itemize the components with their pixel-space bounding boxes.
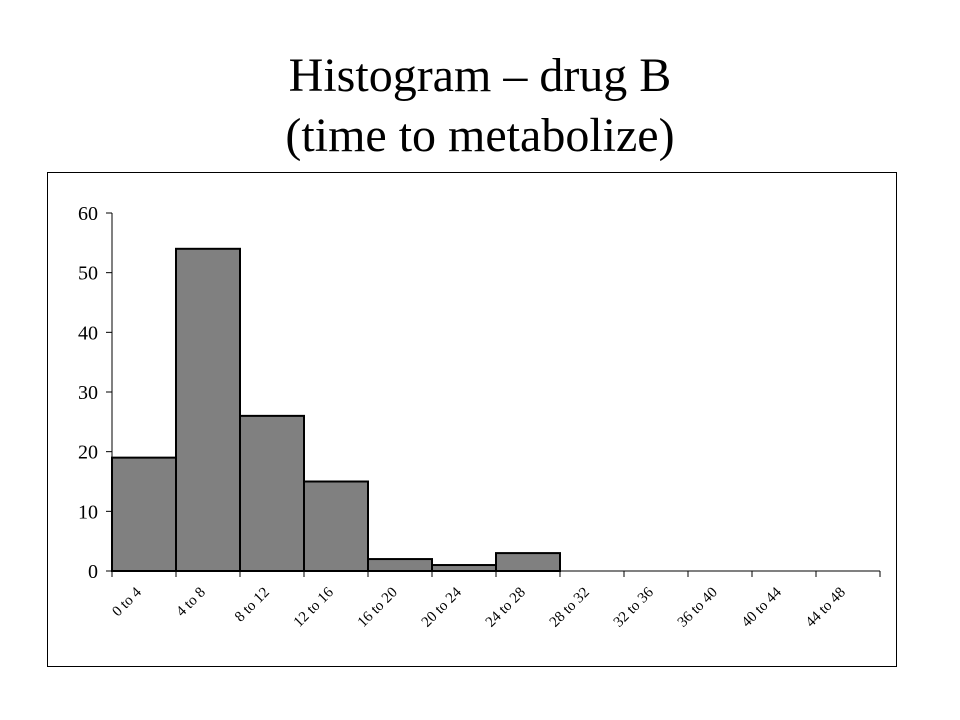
bar-1 xyxy=(175,247,241,573)
y-tick-label-0: 0 xyxy=(88,561,98,583)
x-tick-label-5: 20 to 24 xyxy=(419,584,465,630)
x-tick-label-4: 16 to 20 xyxy=(355,585,401,631)
x-tick-label-6: 24 to 28 xyxy=(483,585,529,631)
y-tick-label-10: 10 xyxy=(78,501,98,523)
x-tick-label-8: 32 to 36 xyxy=(611,584,657,630)
bar-5 xyxy=(431,564,497,572)
bars-layer xyxy=(111,247,561,573)
title-line-1: Histogram – drug B xyxy=(288,49,672,102)
y-tick-label-30: 30 xyxy=(78,382,98,404)
bar-6 xyxy=(495,552,561,572)
y-tick-label-50: 50 xyxy=(78,263,98,285)
bar-0 xyxy=(111,456,177,572)
x-tick-label-3: 12 to 16 xyxy=(291,584,337,630)
axes-layer xyxy=(106,212,881,577)
page-title: Histogram – drug B (time to metabolize) xyxy=(0,46,960,166)
bar-4 xyxy=(367,558,433,572)
y-tick-label-40: 40 xyxy=(78,322,98,344)
x-tick-label-10: 40 to 44 xyxy=(739,584,785,630)
x-tick-label-1: 4 to 8 xyxy=(173,585,208,620)
x-tick-label-2: 8 to 12 xyxy=(232,585,273,626)
x-tick-label-7: 28 to 32 xyxy=(547,585,593,631)
title-line-2: (time to metabolize) xyxy=(285,109,675,162)
bar-2 xyxy=(239,414,305,572)
y-tick-label-60: 60 xyxy=(78,203,98,225)
y-tick-label-20: 20 xyxy=(78,442,98,464)
x-tick-label-0: 0 to 4 xyxy=(109,584,145,620)
x-tick-label-11: 44 to 48 xyxy=(803,585,849,631)
x-tick-label-9: 36 to 40 xyxy=(675,585,721,631)
bar-3 xyxy=(303,480,369,572)
